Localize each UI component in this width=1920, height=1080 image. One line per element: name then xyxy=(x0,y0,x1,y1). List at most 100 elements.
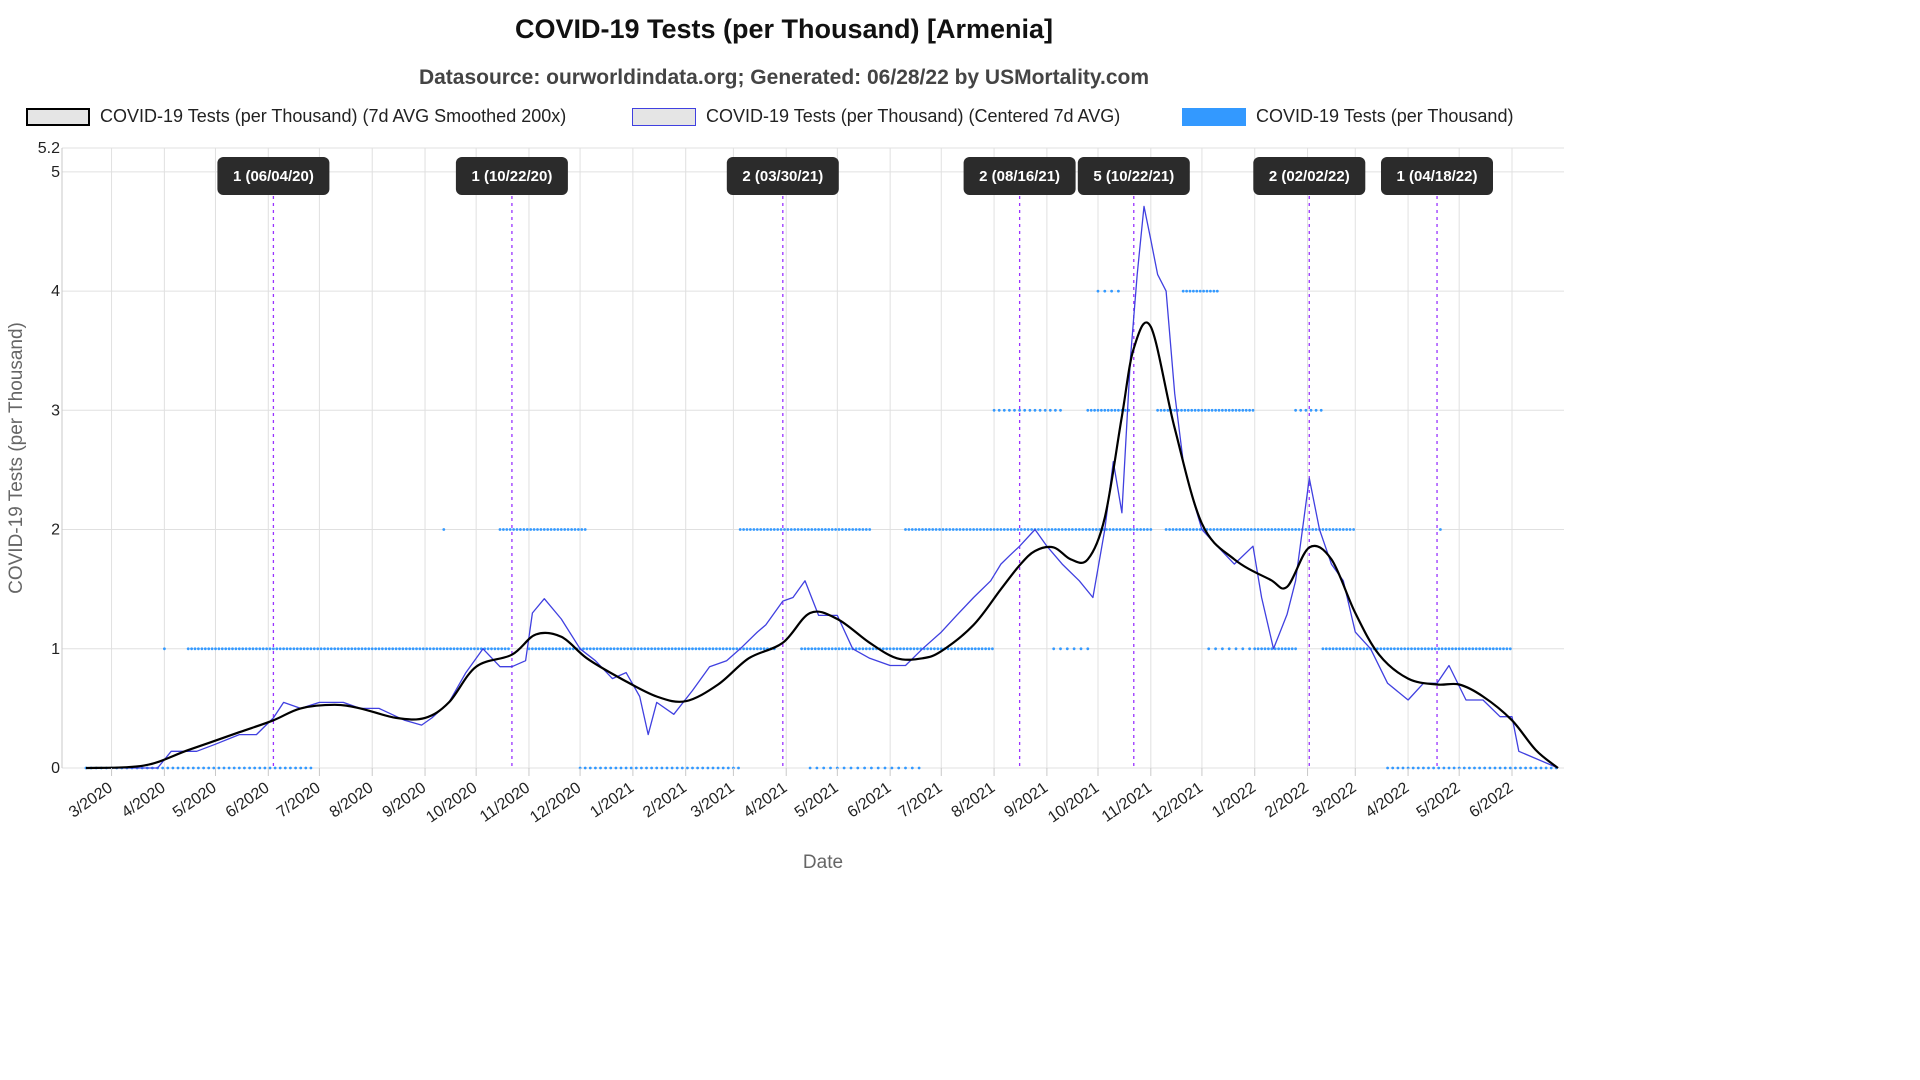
raw-data-point xyxy=(1181,289,1185,293)
raw-data-point xyxy=(1290,528,1294,531)
raw-data-point xyxy=(1077,528,1081,531)
raw-data-point xyxy=(1411,766,1415,770)
raw-data-point xyxy=(282,647,285,651)
raw-data-point xyxy=(1498,647,1502,651)
raw-data-point xyxy=(1427,647,1430,651)
raw-data-point xyxy=(863,766,866,770)
raw-data-point xyxy=(841,647,844,651)
raw-data-point xyxy=(1314,528,1318,531)
raw-data-point xyxy=(732,647,735,651)
raw-data-point xyxy=(599,766,602,770)
raw-data-point xyxy=(294,766,297,770)
raw-data-point xyxy=(1117,289,1120,293)
raw-data-point xyxy=(1432,766,1435,770)
raw-data-point xyxy=(917,528,921,531)
raw-data-point xyxy=(861,528,865,531)
raw-data-point xyxy=(905,647,909,651)
annotation-label: 1 (06/04/20) xyxy=(233,168,314,185)
raw-data-point xyxy=(820,528,824,531)
raw-data-point xyxy=(473,647,476,651)
raw-data-point xyxy=(985,528,989,531)
grid-layer xyxy=(62,147,1564,769)
raw-data-point xyxy=(888,647,892,651)
raw-data-point xyxy=(350,647,354,651)
x-tick-label: 2/2022 xyxy=(1262,779,1312,821)
annotation-label-box xyxy=(455,157,568,195)
raw-data-point xyxy=(1052,647,1056,651)
annotation-label-box xyxy=(963,157,1076,195)
raw-data-point xyxy=(1447,766,1451,770)
raw-data-point xyxy=(503,647,507,651)
raw-data-point xyxy=(197,766,200,770)
legend-item-raw[interactable]: COVID-19 Tests (per Thousand) xyxy=(1182,106,1513,127)
raw-data-point xyxy=(803,647,807,651)
raw-data-point xyxy=(258,647,262,651)
raw-data-point xyxy=(657,647,660,651)
raw-data-point xyxy=(582,647,585,651)
raw-data-point xyxy=(827,528,831,531)
raw-data-point xyxy=(721,766,725,770)
raw-data-point xyxy=(1043,528,1047,531)
raw-data-point xyxy=(1529,766,1533,770)
raw-data-point xyxy=(1341,528,1345,531)
x-tick-label: 11/2020 xyxy=(477,779,533,825)
raw-data-point xyxy=(1212,289,1216,293)
raw-data-point xyxy=(1422,766,1425,770)
raw-data-point xyxy=(1256,647,1260,651)
raw-data-point xyxy=(1348,528,1352,531)
raw-data-point xyxy=(237,647,241,651)
raw-data-point xyxy=(1284,647,1287,651)
raw-data-point xyxy=(829,766,832,770)
raw-data-point xyxy=(1307,528,1311,531)
raw-data-point xyxy=(1468,766,1471,770)
raw-data-point xyxy=(633,647,636,651)
legend-item-centered[interactable]: COVID-19 Tests (per Thousand) (Centered … xyxy=(632,106,1120,127)
raw-data-point xyxy=(166,766,170,770)
raw-data-point xyxy=(749,528,752,531)
raw-data-point xyxy=(696,766,699,770)
legend: COVID-19 Tests (per Thousand) (7d AVG Sm… xyxy=(0,106,1568,134)
annotation-lines xyxy=(272,168,1438,768)
raw-data-point xyxy=(1410,647,1413,651)
raw-data-point xyxy=(1168,528,1171,531)
raw-data-point xyxy=(592,647,596,651)
raw-data-point xyxy=(1030,528,1033,531)
raw-data-point xyxy=(519,528,522,531)
raw-data-point xyxy=(1175,528,1178,531)
raw-data-point xyxy=(1064,528,1067,531)
raw-data-point xyxy=(1277,647,1280,651)
raw-data-point xyxy=(1103,289,1107,293)
raw-data-point xyxy=(847,647,851,651)
raw-data-point xyxy=(299,647,303,651)
raw-data-point xyxy=(1251,408,1255,412)
raw-data-point xyxy=(1399,647,1403,651)
raw-data-point xyxy=(1413,647,1417,651)
raw-data-point xyxy=(800,647,803,651)
raw-data-point xyxy=(834,647,837,651)
legend-item-smoothed[interactable]: COVID-19 Tests (per Thousand) (7d AVG Sm… xyxy=(26,106,566,127)
raw-data-point xyxy=(283,766,287,770)
raw-data-point xyxy=(629,766,633,770)
raw-data-point xyxy=(171,766,175,770)
raw-data-point xyxy=(783,528,786,531)
raw-data-point xyxy=(1359,647,1362,651)
raw-data-point xyxy=(820,647,824,651)
annotation-label: 2 (02/02/22) xyxy=(1269,168,1350,185)
raw-data-point xyxy=(772,528,776,531)
raw-data-point xyxy=(960,647,964,651)
raw-data-point xyxy=(1171,528,1175,531)
raw-data-point xyxy=(890,766,894,770)
raw-data-point xyxy=(876,766,880,770)
raw-data-point xyxy=(769,528,773,531)
raw-data-point xyxy=(486,647,490,651)
annotation-label: 1 (10/22/20) xyxy=(471,168,552,185)
raw-data-point xyxy=(553,528,556,531)
raw-data-point xyxy=(220,647,224,651)
raw-data-point xyxy=(1210,408,1214,412)
raw-data-point xyxy=(977,647,981,651)
raw-data-point xyxy=(1185,528,1188,531)
raw-data-point xyxy=(1321,528,1325,531)
raw-data-point xyxy=(1335,647,1338,651)
raw-data-point xyxy=(742,647,745,651)
raw-data-point xyxy=(1002,528,1006,531)
